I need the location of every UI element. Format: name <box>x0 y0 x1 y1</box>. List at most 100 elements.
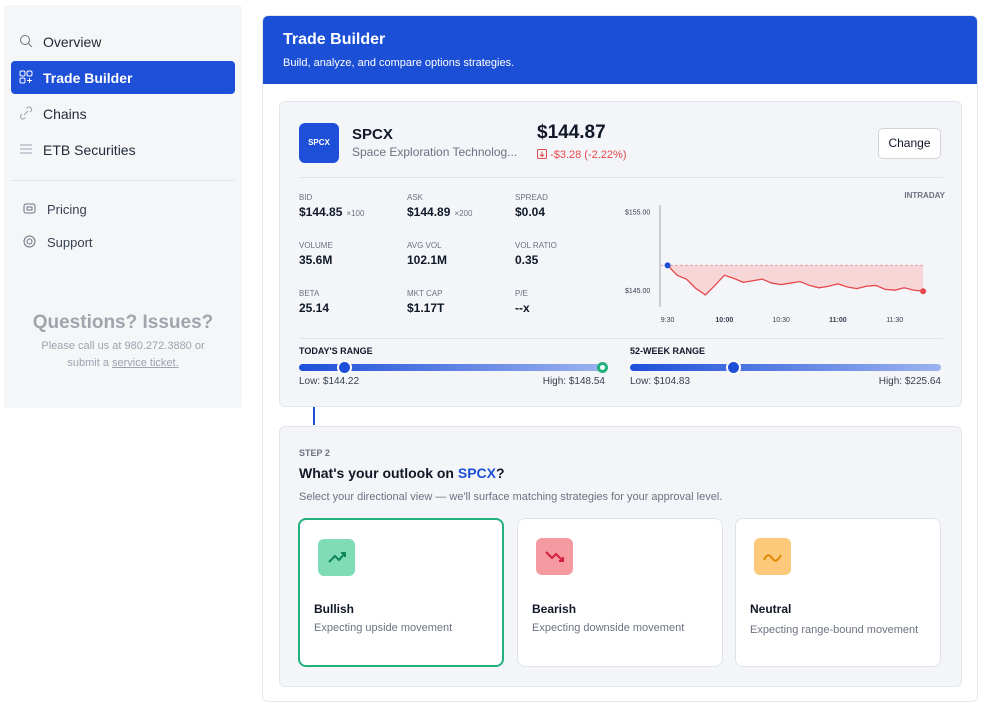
question-subtitle: Select your directional view — we'll sur… <box>299 491 723 503</box>
icon <box>754 538 791 575</box>
stat-size: ×200 <box>454 209 473 218</box>
stat-label: BID <box>299 193 313 202</box>
outlook-card[interactable]: Neutral Expecting range-bound movement <box>735 518 941 667</box>
quote-panel: SPCX SPCX Space Exploration Technolog...… <box>279 101 962 407</box>
stat-value: $144.85 ×100 <box>299 205 364 219</box>
change-text: -$3.28 (-2.22%) <box>550 149 627 161</box>
main-card: Trade Builder Build, analyze, and compar… <box>262 15 978 702</box>
range-marker <box>726 360 741 375</box>
stat-value: 0.35 <box>515 253 538 267</box>
nav-item[interactable]: Trade Builder <box>11 61 235 94</box>
stat-number: --x <box>515 301 530 315</box>
x-tick-label: 11:00 <box>829 317 847 324</box>
nav-item[interactable]: Overview <box>11 25 235 58</box>
stat-label: MKT CAP <box>407 289 443 298</box>
stat-number: 25.14 <box>299 301 330 315</box>
stat-value: --x <box>515 301 530 315</box>
price-change: -$3.28 (-2.22%) <box>537 149 627 161</box>
icon <box>537 149 547 159</box>
x-tick-label: 10:00 <box>715 317 733 324</box>
help-title: Questions? Issues? <box>32 312 214 333</box>
stat-label: P/E <box>515 289 528 298</box>
stat-number: $144.85 <box>299 205 343 219</box>
stat-number: $1.17T <box>407 301 445 315</box>
help-text: Please call us at 980.272.3880 or submit… <box>4 338 242 372</box>
range-end <box>597 362 608 373</box>
nav-item[interactable]: Chains <box>11 97 235 130</box>
range-bar <box>299 364 605 371</box>
question-text: What's your outlook on <box>299 465 458 481</box>
nav-link[interactable]: Support <box>47 235 93 250</box>
stat-size: ×100 <box>346 209 365 218</box>
stat-number: $0.04 <box>515 205 546 219</box>
stat-number: 0.35 <box>515 253 539 267</box>
stat-number: 35.6M <box>299 253 333 267</box>
card-title: Neutral <box>750 602 792 616</box>
stat-label: ASK <box>407 193 424 202</box>
stat-value: 102.1M <box>407 253 447 267</box>
x-tick-label: 11:30 <box>886 317 903 324</box>
area <box>667 265 924 295</box>
line <box>667 264 924 296</box>
intraday-chart: INTRADAY $155.00 $145.00 9:30 10:00 10:30 11:… <box>625 191 946 324</box>
chart-title: INTRADAY <box>904 191 945 200</box>
nav-label: Chains <box>43 105 87 122</box>
connector <box>313 407 315 425</box>
question-end: ? <box>496 465 505 481</box>
divider <box>299 177 943 178</box>
x-tick-label: 10:30 <box>772 317 790 324</box>
icon <box>536 538 573 575</box>
change-button[interactable]: Change <box>878 128 941 159</box>
company-name: Space Exploration Technolog... <box>352 145 518 159</box>
range-title: TODAY'S RANGE <box>299 346 373 356</box>
end-dot <box>920 288 927 295</box>
range-bar <box>630 364 941 371</box>
card-text: Expecting downside movement <box>532 622 685 634</box>
header-title: Trade Builder <box>283 31 386 48</box>
stat-label: AVG VOL <box>407 241 442 250</box>
outlook-card[interactable]: Bullish Expecting upside movement <box>298 518 504 667</box>
stat-label: SPREAD <box>515 193 548 202</box>
range-low: Low: $104.83 <box>630 376 691 387</box>
card-text: Expecting range-bound movement <box>750 624 919 636</box>
nav-label: Overview <box>43 33 102 50</box>
divider <box>11 180 235 181</box>
y-tick-label: $145.00 <box>625 288 650 295</box>
stat-label: VOL RATIO <box>515 241 557 250</box>
help-link[interactable]: service ticket. <box>112 357 179 369</box>
stat-value: $1.17T <box>407 301 444 315</box>
stat-label: BETA <box>299 289 320 298</box>
range-high: High: $225.64 <box>878 376 941 387</box>
x-tick-label: 9:30 <box>661 317 675 324</box>
divider <box>299 338 943 339</box>
price: $144.87 <box>537 122 606 143</box>
stat-value: 35.6M <box>299 253 332 267</box>
header-subtitle: Build, analyze, and compare options stra… <box>283 57 515 69</box>
stat-value: 25.14 <box>299 301 329 315</box>
range-low: Low: $144.22 <box>299 376 360 387</box>
icon <box>23 235 36 248</box>
stat-label: VOLUME <box>299 241 333 250</box>
stat-number: $144.89 <box>407 205 451 219</box>
nav-item[interactable]: ETB Securities <box>11 133 235 166</box>
step-label: STEP 2 <box>299 448 330 458</box>
question: What's your outlook on SPCX? <box>299 465 505 481</box>
help-body: Please call us at 980.272.3880 or submit… <box>41 340 205 369</box>
stat-number: 102.1M <box>407 253 448 267</box>
card-title: Bearish <box>532 602 577 616</box>
card-text: Expecting upside movement <box>314 622 453 634</box>
stat-value: $0.04 <box>515 205 545 219</box>
range-title: 52-WEEK RANGE <box>630 346 706 356</box>
header: Trade Builder Build, analyze, and compar… <box>263 16 977 84</box>
logo: SPCX <box>299 123 339 163</box>
nav-label: ETB Securities <box>43 141 136 158</box>
outlook-card[interactable]: Bearish Expecting downside movement <box>517 518 723 667</box>
stat-value: $144.89 ×200 <box>407 205 472 219</box>
sidebar: Overview Trade Builder Chains ETB Securi… <box>4 5 242 408</box>
y-tick-label: $155.00 <box>625 209 650 216</box>
start-dot <box>664 262 671 269</box>
nav-link[interactable]: Pricing <box>47 202 87 217</box>
ticker: SPCX <box>352 126 393 143</box>
icon <box>23 203 36 214</box>
